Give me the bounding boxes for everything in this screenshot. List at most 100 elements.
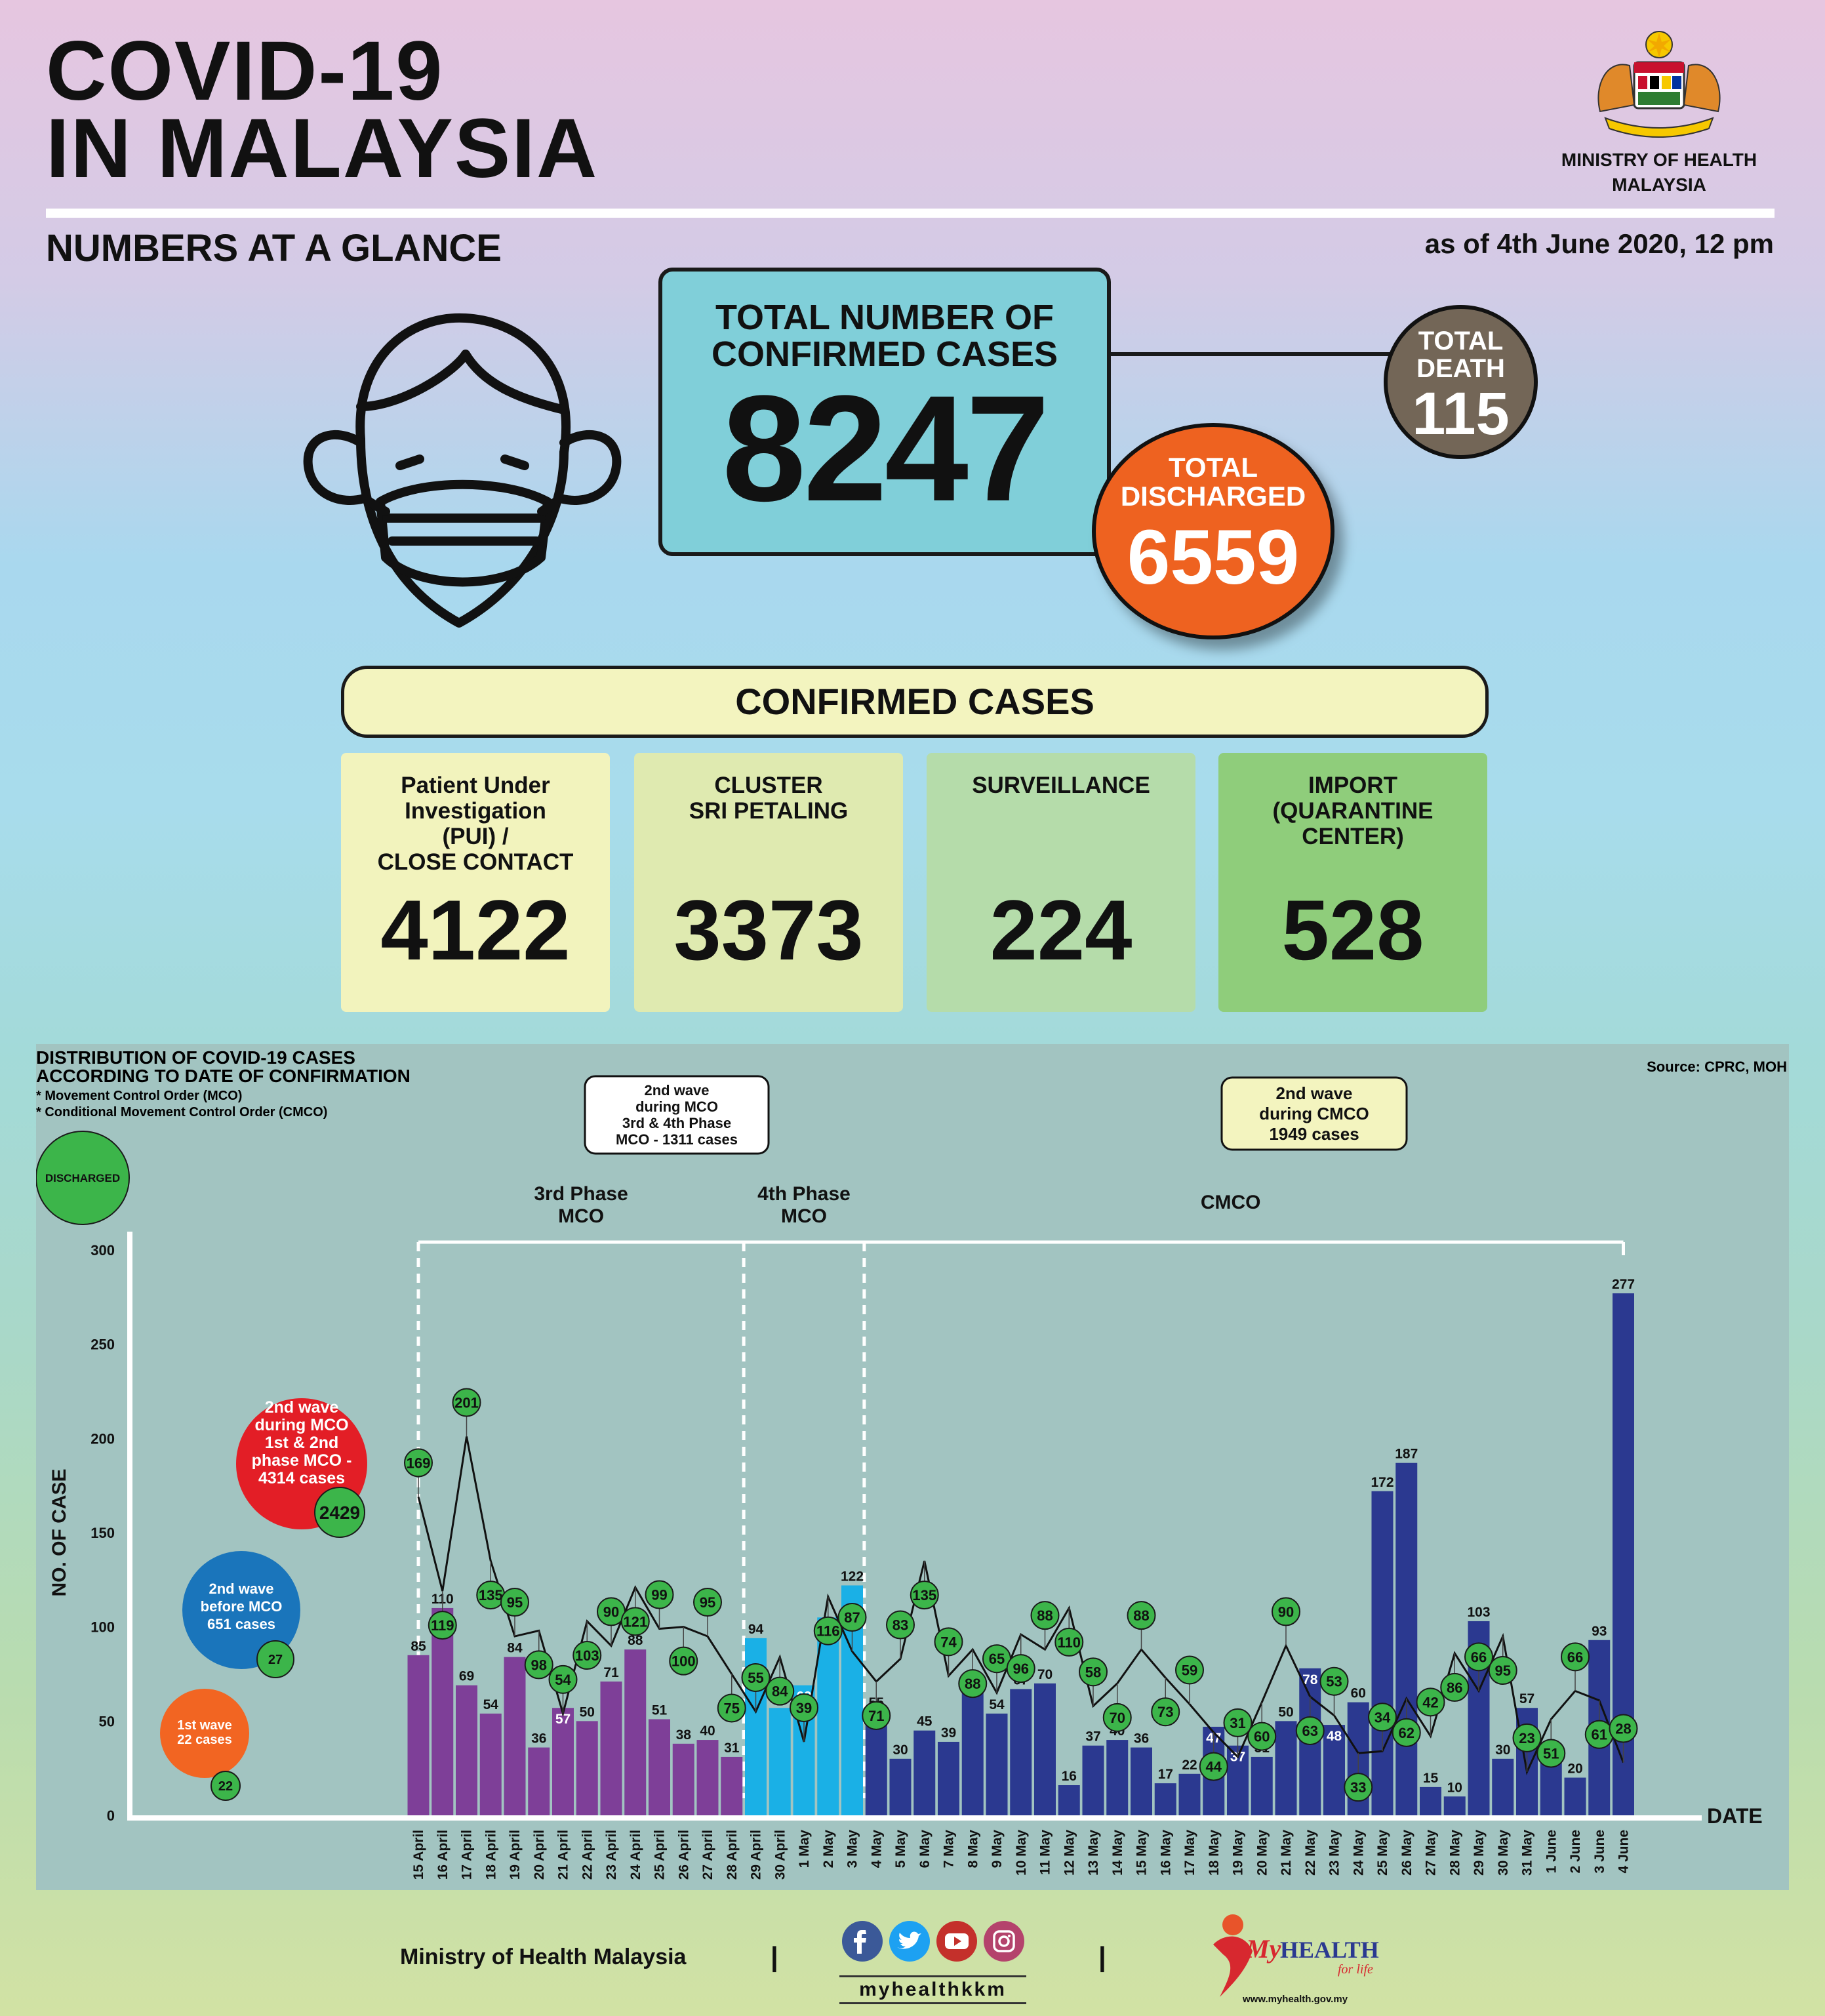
total-discharged-label: TOTAL DISCHARGED [1096, 453, 1331, 511]
x-tick-label: 27 May [1424, 1830, 1439, 1876]
bar [769, 1708, 791, 1815]
legend-discharged-marker [36, 1131, 130, 1225]
discharged-marker [620, 1607, 650, 1636]
wave-bubble-text: before MCO [201, 1598, 283, 1615]
discharged-marker [910, 1581, 939, 1610]
discharged-marker [428, 1611, 457, 1640]
ministry-name: MINISTRY OF HEALTH MALAYSIA [1521, 148, 1797, 197]
discharged-marker [669, 1646, 698, 1676]
discharged-value-label: 33 [1350, 1779, 1366, 1796]
phase-4-label-line-2: MCO [781, 1205, 827, 1227]
x-tick-label: 6 May [917, 1830, 933, 1868]
x-tick-label: 7 May [942, 1830, 957, 1868]
surveillance-value: 224 [990, 882, 1133, 978]
bar [696, 1740, 719, 1815]
cluster-label-line-2: SRI PETALING [689, 798, 849, 824]
y-tick-label: 150 [90, 1525, 115, 1541]
instagram-icon[interactable] [984, 1921, 1024, 1962]
bar [938, 1741, 959, 1815]
x-tick-label: 4 June [1616, 1830, 1632, 1874]
myhealth-brand-health: HEALTH [1280, 1937, 1379, 1963]
bar-value-label: 103 [1467, 1605, 1490, 1620]
bar [1564, 1777, 1586, 1815]
discharged-marker [1488, 1656, 1517, 1685]
discharged-marker [1368, 1703, 1397, 1732]
bar [961, 1687, 984, 1815]
x-tick-label: 26 April [676, 1830, 691, 1880]
bar-value-label: 45 [917, 1714, 933, 1729]
x-tick-label: 21 April [556, 1830, 571, 1880]
youtube-icon[interactable] [936, 1921, 977, 1962]
bar [1371, 1491, 1394, 1815]
bar-value-label: 57 [555, 1712, 571, 1727]
bar [913, 1730, 936, 1815]
chart-title-line-2: ACCORDING TO DATE OF CONFIRMATION [36, 1066, 411, 1086]
bar [1034, 1683, 1056, 1815]
import-label-line-1: IMPORT [1308, 773, 1398, 798]
legend-discharged-label: DISCHARGED [45, 1172, 120, 1184]
twitter-icon[interactable] [889, 1921, 930, 1962]
wave-box-mco-text: MCO - 1311 cases [616, 1131, 738, 1148]
bar-value-label: 51 [652, 1703, 668, 1718]
title-line-1: COVID-19 [46, 24, 444, 118]
wave-box-cmco [1220, 1076, 1408, 1151]
discharged-value-label: 51 [1543, 1745, 1559, 1762]
bar-value-label: 30 [892, 1743, 908, 1758]
bar [1178, 1773, 1201, 1815]
discharged-marker [1561, 1642, 1590, 1672]
bar-value-label: 10 [1447, 1780, 1462, 1795]
wave-discharged-label: 22 [218, 1779, 233, 1794]
pui-close-contact-label: Patient Under Investigation (PUI) / CLOS… [341, 773, 610, 877]
wave-box-mco-3-4 [584, 1075, 770, 1155]
discharged-value-label: 53 [1326, 1674, 1342, 1690]
bar-value-label: 71 [603, 1665, 619, 1680]
discharged-value-label: 88 [1037, 1607, 1053, 1624]
discharged-value-label: 100 [672, 1653, 696, 1670]
wave-discharged-marker [256, 1640, 294, 1678]
x-tick-label: 20 April [532, 1830, 547, 1880]
chart-title-line-1: DISTRIBUTION OF COVID-19 CASES [36, 1047, 355, 1068]
myhealth-head-icon [1222, 1914, 1243, 1935]
facebook-icon[interactable] [842, 1921, 883, 1962]
bar-value-label: 57 [1519, 1691, 1534, 1706]
discharged-value-label: 88 [965, 1676, 980, 1692]
x-tick-label: 14 May [1110, 1830, 1125, 1876]
surveillance-label-line-1: SURVEILLANCE [972, 773, 1150, 798]
bar [672, 1743, 694, 1815]
bar-value-label: 69 [459, 1669, 474, 1684]
wave-box-mco-text: 3rd & 4th Phase [622, 1115, 731, 1131]
discharged-value-label: 66 [1567, 1649, 1583, 1665]
x-tick-label: 26 May [1399, 1830, 1414, 1876]
cmco-phase-label: CMCO [1201, 1192, 1261, 1213]
x-tick-label: 27 April [700, 1830, 715, 1880]
x-tick-label: 22 April [580, 1830, 595, 1880]
bar-value-label: 94 [748, 1622, 764, 1637]
bar [721, 1756, 743, 1815]
bar [986, 1713, 1008, 1815]
bar-value-label: 15 [1423, 1771, 1439, 1786]
surveillance-label: SURVEILLANCE [927, 773, 1195, 877]
chart-note-mco: * Movement Control Order (MCO) [36, 1089, 242, 1103]
cluster-sri-petaling-card: CLUSTER SRI PETALING 3373 [634, 753, 903, 1012]
title-line-2: IN MALAYSIA [46, 102, 599, 195]
total-death-label-line-1: TOTAL [1418, 327, 1504, 355]
pui-label-line-1: Patient Under [401, 773, 550, 798]
x-tick-label: 28 May [1447, 1830, 1462, 1876]
x-tick-label: 1 May [797, 1830, 812, 1868]
discharged-value-label: 23 [1519, 1730, 1534, 1746]
discharged-marker [1102, 1703, 1132, 1732]
discharged-value-label: 135 [912, 1587, 936, 1603]
discharged-value-label: 55 [748, 1670, 763, 1686]
discharged-marker [1344, 1773, 1373, 1802]
x-tick-label: 31 May [1520, 1830, 1535, 1876]
confirmed-cases-header: CONFIRMED CASES [341, 666, 1489, 738]
discharged-marker [1247, 1722, 1277, 1751]
wave-bubble-text: 4314 cases [258, 1469, 345, 1487]
bar-value-label: 37 [1085, 1729, 1100, 1744]
ministry-block: MINISTRY OF HEALTH MALAYSIA [1521, 26, 1797, 197]
bar-value-label: 38 [676, 1727, 692, 1743]
discharged-value-label: 87 [844, 1609, 860, 1626]
wave-discharged-label: 27 [268, 1653, 283, 1667]
bar-value-label: 172 [1371, 1475, 1394, 1490]
y-tick-label: 100 [90, 1619, 115, 1636]
